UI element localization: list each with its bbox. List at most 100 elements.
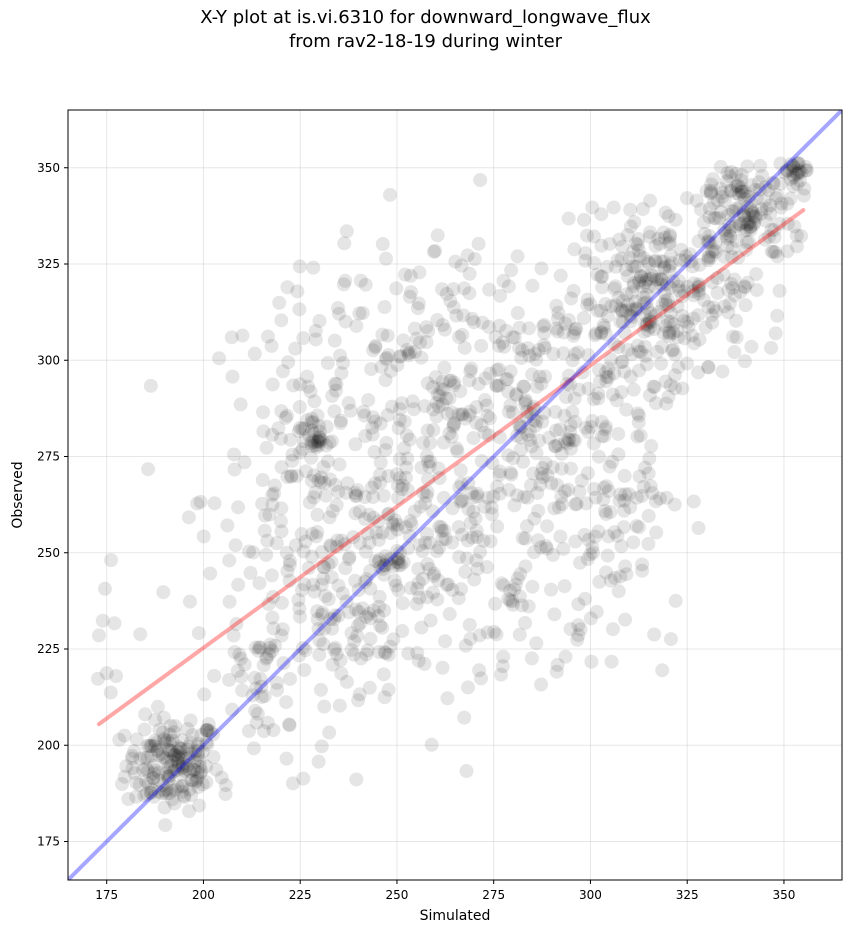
scatter-point: [430, 387, 445, 402]
scatter-point: [578, 591, 593, 606]
scatter-point: [649, 525, 664, 540]
scatter-point: [610, 253, 625, 268]
scatter-point: [565, 353, 580, 368]
scatter-point: [341, 552, 356, 567]
scatter-point: [413, 335, 428, 350]
scatter-point: [104, 553, 119, 568]
scatter-point: [391, 555, 406, 570]
scatter-point: [520, 427, 535, 442]
scatter-point: [507, 582, 522, 597]
scatter-point: [424, 737, 439, 752]
scatter-point: [282, 717, 297, 732]
scatter-point: [228, 538, 243, 553]
scatter-point: [744, 195, 759, 210]
scatter-point: [171, 740, 186, 755]
scatter-point: [174, 733, 189, 748]
scatter-point: [381, 682, 396, 697]
scatter-point: [532, 369, 547, 384]
scatter-point: [358, 574, 373, 589]
scatter-point: [548, 404, 563, 419]
scatter-point: [446, 416, 461, 431]
scatter-point: [647, 627, 662, 642]
scatter-point: [628, 301, 643, 316]
scatter-point: [164, 783, 179, 798]
scatter-point: [561, 368, 576, 383]
scatter-point: [172, 741, 187, 756]
scatter-point: [143, 785, 158, 800]
scatter-point: [444, 429, 459, 444]
scatter-point: [533, 540, 548, 555]
scatter-point: [403, 268, 418, 283]
scatter-point: [659, 396, 674, 411]
scatter-point: [757, 232, 772, 247]
scatter-point: [371, 609, 386, 624]
scatter-point: [353, 616, 368, 631]
scatter-point: [619, 287, 634, 302]
scatter-point: [193, 494, 208, 509]
scatter-point: [524, 651, 539, 666]
scatter-point: [488, 596, 503, 611]
scatter-point: [770, 308, 785, 323]
scatter-point: [512, 417, 527, 432]
scatter-point: [381, 506, 396, 521]
scatter-point: [464, 361, 479, 376]
scatter-point: [288, 538, 303, 553]
scatter-point: [307, 468, 322, 483]
scatter-point: [400, 482, 415, 497]
scatter-point: [642, 313, 657, 328]
scatter-point: [404, 517, 419, 532]
scatter-point: [668, 381, 683, 396]
scatter-point: [327, 404, 342, 419]
scatter-point: [348, 573, 363, 588]
scatter-point: [610, 528, 625, 543]
scatter-point: [301, 379, 316, 394]
scatter-point: [513, 420, 528, 435]
scatter-point: [127, 744, 142, 759]
scatter-point: [218, 787, 233, 802]
scatter-point: [701, 250, 716, 265]
scatter-point: [780, 216, 795, 231]
scatter-point: [721, 207, 736, 222]
scatter-point: [774, 196, 789, 211]
scatter-point: [450, 444, 465, 459]
scatter-point: [446, 378, 461, 393]
scatter-point: [175, 756, 190, 771]
scatter-point: [415, 571, 430, 586]
scatter-point: [551, 305, 566, 320]
scatter-point: [598, 326, 613, 341]
scatter-point: [435, 397, 450, 412]
scatter-point: [581, 532, 596, 547]
scatter-point: [187, 754, 202, 769]
scatter-point: [168, 748, 183, 763]
scatter-point: [501, 448, 516, 463]
scatter-point: [342, 605, 357, 620]
scatter-point: [563, 441, 578, 456]
x-axis-label: Simulated: [420, 908, 491, 924]
scatter-point: [637, 317, 652, 332]
scatter-point: [378, 352, 393, 367]
scatter-point: [140, 750, 155, 765]
scatter-point: [269, 675, 284, 690]
scatter-point: [717, 299, 732, 314]
scatter-point: [692, 279, 707, 294]
scatter-point: [279, 545, 294, 560]
scatter-point: [389, 281, 404, 296]
scatter-point: [623, 369, 638, 384]
scatter-point: [425, 380, 440, 395]
scatter-point: [259, 650, 274, 665]
scatter-point: [394, 482, 409, 497]
scatter-point: [429, 544, 444, 559]
scatter-point: [737, 209, 752, 224]
scatter-point: [641, 536, 656, 551]
scatter-point: [319, 438, 334, 453]
scatter-point: [189, 773, 204, 788]
scatter-point: [272, 295, 287, 310]
scatter-point: [291, 592, 306, 607]
scatter-point: [563, 418, 578, 433]
scatter-point: [181, 750, 196, 765]
scatter-point: [626, 382, 641, 397]
scatter-point: [157, 800, 172, 815]
scatter-point: [546, 346, 561, 361]
scatter-point: [494, 576, 509, 591]
scatter-point: [529, 414, 544, 429]
